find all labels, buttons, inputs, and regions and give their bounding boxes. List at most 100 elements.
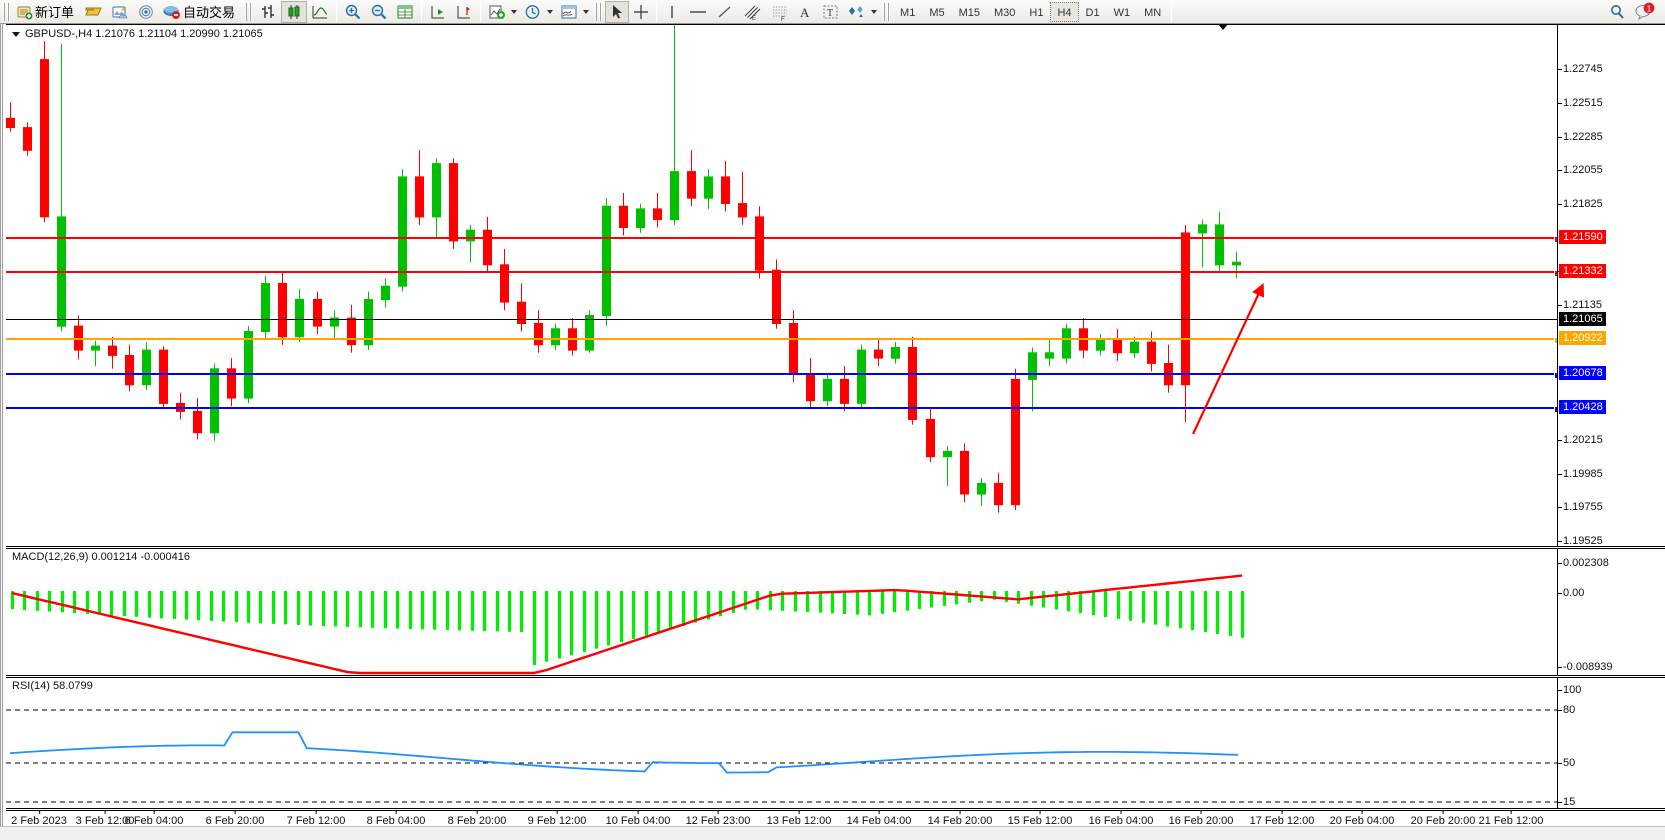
- folder-button[interactable]: [81, 1, 107, 23]
- alerts-button[interactable]: 1: [1631, 1, 1659, 23]
- autotrading-button[interactable]: 自动交易: [159, 1, 242, 23]
- svg-text:F: F: [781, 17, 785, 21]
- time-axis-label: 12 Feb 23:00: [685, 810, 751, 827]
- templates-chevron-down-icon[interactable]: [583, 9, 590, 14]
- price-axis-badge-blue[interactable]: 1.20428: [1559, 400, 1606, 414]
- level-line-support-1[interactable]: [6, 372, 1557, 379]
- add-indicator-chevron-down-icon[interactable]: [511, 9, 518, 14]
- shapes-chevron-down-icon[interactable]: [871, 9, 878, 14]
- timeframe-m1[interactable]: M1: [900, 6, 916, 19]
- price-axis-badge-red[interactable]: 1.21332: [1559, 264, 1606, 278]
- new-order-label: 新订单: [35, 5, 75, 20]
- candlestick-chart-button[interactable]: [281, 0, 308, 23]
- auto-scroll-button[interactable]: [425, 1, 451, 23]
- rsi-axis[interactable]: 100 80 50 15: [1557, 678, 1665, 808]
- level-line-resistance-2[interactable]: [6, 270, 1557, 277]
- macd-axis[interactable]: 0.002308 0.00 -0.008939: [1557, 549, 1665, 675]
- zoom-out-icon: [371, 4, 387, 19]
- rsi-label: RSI(14) 58.0799: [12, 680, 93, 692]
- toolbar-separator-3: [480, 1, 482, 22]
- svg-text:T: T: [827, 8, 833, 19]
- price-axis-tick: 1.22745: [1558, 63, 1603, 75]
- macd-axis-tick: 0.002308: [1558, 557, 1609, 569]
- time-axis-label: 7 Feb 12:00: [286, 810, 346, 827]
- time-axis-label: 17 Feb 12:00: [1249, 810, 1315, 827]
- new-order-button[interactable]: 新订单: [13, 1, 81, 23]
- line-chart-button[interactable]: [307, 1, 333, 23]
- level-line-resistance-1[interactable]: [6, 236, 1557, 243]
- add-indicator-button[interactable]: [484, 1, 510, 23]
- pointer-button[interactable]: [605, 0, 630, 23]
- bar-chart-button[interactable]: [255, 1, 281, 23]
- templates-button[interactable]: [556, 1, 582, 23]
- chart-canvas-area[interactable]: GBPUSD-,H4 1.21076 1.21104 1.20990 1.210…: [0, 24, 1665, 840]
- price-pane[interactable]: GBPUSD-,H4 1.21076 1.21104 1.20990 1.210…: [6, 24, 1665, 614]
- price-axis-tick: 1.20215: [1558, 434, 1603, 446]
- toolbar-grip[interactable]: [3, 2, 10, 21]
- timeframe-m5[interactable]: M5: [929, 6, 945, 19]
- alerts-icon: 1: [1635, 2, 1655, 20]
- text-button[interactable]: A: [794, 1, 818, 23]
- rsi-axis-tick: 50: [1557, 757, 1576, 769]
- price-axis-badge-orange[interactable]: 1.20922: [1559, 331, 1606, 345]
- zoom-in-button[interactable]: [340, 1, 366, 23]
- crosshair-button[interactable]: [629, 1, 653, 23]
- profiles-icon: [112, 6, 128, 18]
- trendline-button[interactable]: [712, 1, 738, 23]
- text-label-icon: T: [823, 5, 838, 19]
- time-axis-label: 2 Feb 2023: [11, 810, 67, 827]
- equidistant-channel-button[interactable]: E: [738, 1, 766, 23]
- market-watch-button[interactable]: [133, 1, 159, 23]
- macd-pane[interactable]: MACD(12,26,9) 0.001214 -0.000416 0.00230…: [6, 548, 1665, 676]
- price-axis-tick: 1.21825: [1558, 198, 1603, 210]
- rsi-axis-tick: 100: [1557, 684, 1582, 696]
- macd-axis-tick: 0.00: [1557, 587, 1585, 599]
- price-axis[interactable]: 1.22745 1.22515 1.22285 1.22055 1.21825 1.213…: [1557, 25, 1665, 614]
- time-axis-label: 14 Feb 20:00: [927, 810, 993, 827]
- chart-symbol-header: GBPUSD-,H4 1.21076 1.21104 1.20990 1.210…: [12, 28, 263, 40]
- autotrading-label: 自动交易: [183, 5, 236, 20]
- fibonacci-button[interactable]: F: [766, 1, 794, 23]
- timeframe-m30[interactable]: M30: [994, 6, 1016, 19]
- horizontal-line-icon: [690, 10, 707, 13]
- price-axis-badge-red[interactable]: 1.21590: [1559, 230, 1606, 244]
- period-button[interactable]: [520, 1, 546, 23]
- toolbar-separator-5: [1171, 1, 1173, 22]
- shapes-button[interactable]: [844, 1, 870, 23]
- time-axis-label: 16 Feb 04:00: [1088, 810, 1154, 827]
- price-axis-tick: 1.19755: [1558, 501, 1603, 513]
- timeframe-h1[interactable]: H1: [1029, 6, 1044, 19]
- horizontal-line-button[interactable]: [684, 1, 712, 23]
- zoom-out-button[interactable]: [366, 1, 392, 23]
- toolbar-grip-3[interactable]: [595, 2, 603, 21]
- toolbar-grip-2[interactable]: [245, 2, 253, 21]
- add-indicator-icon: [489, 5, 506, 19]
- rsi-series: [6, 709, 1557, 803]
- timeframe-m15[interactable]: M15: [958, 6, 980, 19]
- price-axis-badge-blue[interactable]: 1.20678: [1559, 366, 1606, 380]
- toolbar-grip-4[interactable]: [883, 2, 891, 21]
- profiles-button[interactable]: [107, 1, 133, 23]
- search-button[interactable]: [1605, 1, 1631, 23]
- text-label-button[interactable]: T: [818, 1, 844, 23]
- period-clock-icon: [525, 4, 540, 19]
- alert-badge-count: 1: [1647, 4, 1652, 13]
- vertical-line-button[interactable]: [660, 1, 684, 23]
- toolbar-separator-4: [656, 1, 658, 22]
- rsi-axis-tick: 15: [1557, 796, 1576, 808]
- price-axis-badge-black[interactable]: 1.21065: [1559, 312, 1606, 326]
- chart-menu-caret-icon[interactable]: [12, 31, 20, 37]
- price-axis-tick: 1.19525: [1558, 535, 1603, 547]
- vertical-line-icon: [671, 5, 673, 18]
- level-line-pivot[interactable]: [6, 337, 1557, 344]
- chart-shift-button[interactable]: [451, 1, 477, 23]
- rsi-pane[interactable]: RSI(14) 58.0799 100 80 50 15: [6, 677, 1665, 809]
- timeframe-mn[interactable]: MN: [1144, 6, 1162, 19]
- period-chevron-down-icon[interactable]: [547, 9, 554, 14]
- timeframe-w1[interactable]: W1: [1113, 6, 1131, 19]
- timeframe-h4[interactable]: H4: [1050, 1, 1079, 22]
- timeframe-d1[interactable]: D1: [1085, 6, 1100, 19]
- price-axis-tick: 1.19985: [1558, 468, 1603, 480]
- level-line-support-2[interactable]: [6, 406, 1557, 413]
- data-window-button[interactable]: [392, 1, 418, 23]
